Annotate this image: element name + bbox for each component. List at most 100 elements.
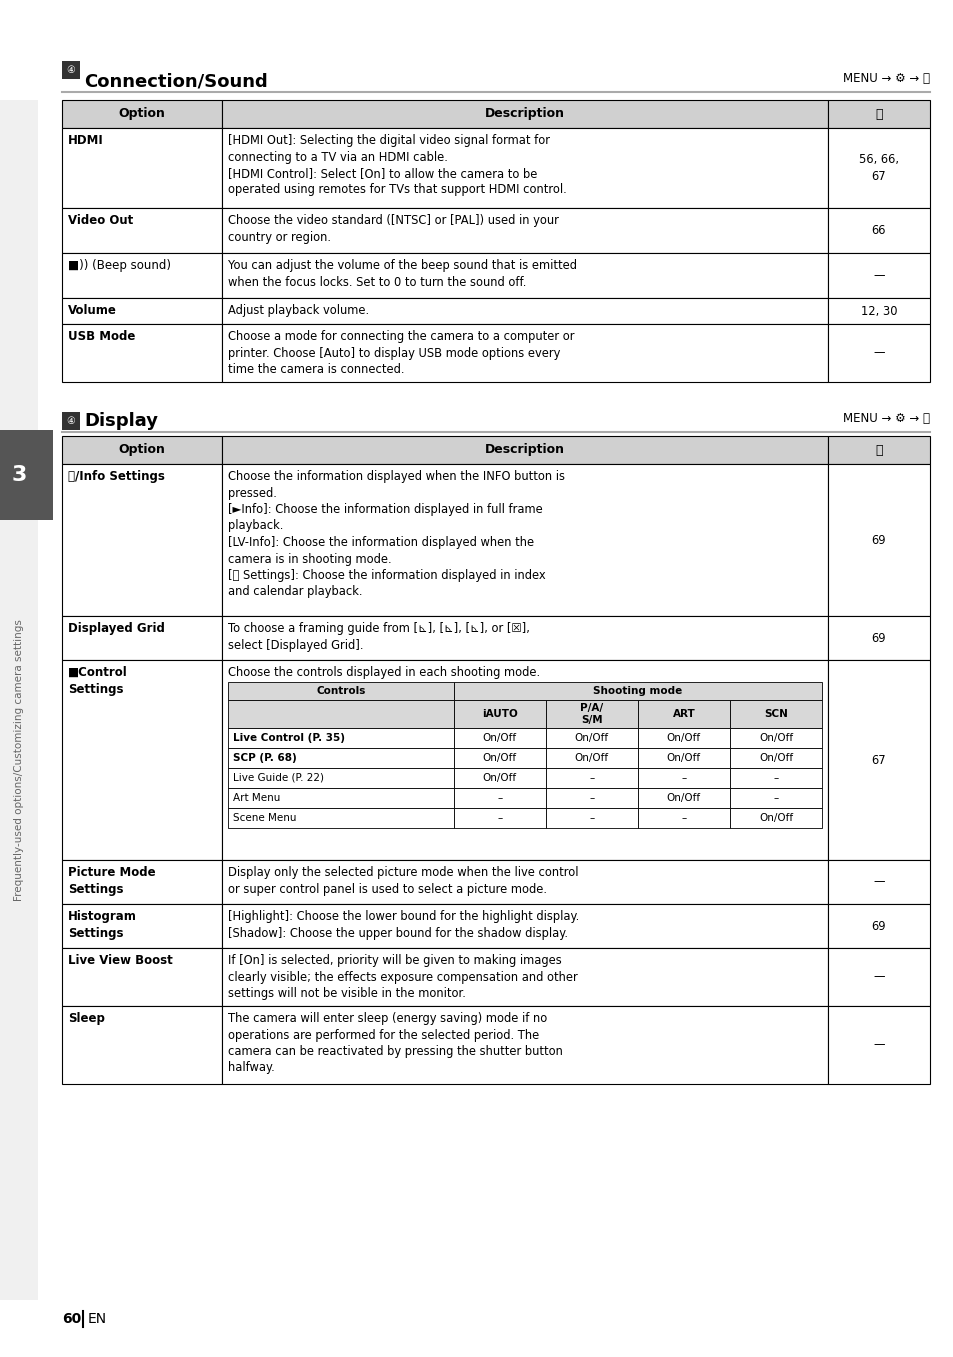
Bar — [545, 768, 638, 788]
Text: MENU → ⚙ → ⬛: MENU → ⚙ → ⬛ — [842, 413, 929, 425]
Text: Histogram
Settings: Histogram Settings — [68, 911, 136, 939]
Text: –: – — [589, 813, 594, 822]
Text: SCN: SCN — [763, 708, 787, 719]
Bar — [228, 700, 454, 727]
Bar — [222, 860, 827, 904]
Bar — [729, 788, 821, 807]
Text: On/Off: On/Off — [574, 753, 608, 763]
Bar — [62, 413, 80, 430]
Bar — [827, 904, 929, 949]
Text: On/Off: On/Off — [482, 773, 517, 783]
Text: —: — — [872, 1038, 883, 1052]
Text: —: — — [872, 970, 883, 984]
Text: ④: ④ — [67, 417, 75, 426]
Text: Description: Description — [484, 107, 564, 121]
Bar — [0, 430, 53, 520]
Bar — [545, 700, 638, 727]
Bar — [827, 100, 929, 128]
Text: Displayed Grid: Displayed Grid — [68, 622, 165, 635]
Bar — [222, 436, 827, 464]
Text: HDMI: HDMI — [68, 134, 104, 147]
Text: Choose a mode for connecting the camera to a computer or
printer. Choose [Auto] : Choose a mode for connecting the camera … — [228, 330, 574, 376]
Bar — [62, 299, 222, 324]
Text: 69: 69 — [871, 631, 885, 645]
Text: 56, 66,
67: 56, 66, 67 — [858, 153, 898, 182]
Text: –: – — [773, 773, 778, 783]
Text: –: – — [589, 773, 594, 783]
Bar — [729, 807, 821, 828]
Text: 69: 69 — [871, 533, 885, 547]
Bar — [228, 788, 454, 807]
Text: [HDMI Out]: Selecting the digital video signal format for
connecting to a TV via: [HDMI Out]: Selecting the digital video … — [228, 134, 566, 197]
Text: 60: 60 — [62, 1312, 81, 1326]
Text: ART: ART — [672, 708, 695, 719]
Text: 📖: 📖 — [874, 107, 882, 121]
Text: Frequently-used options/Customizing camera settings: Frequently-used options/Customizing came… — [14, 619, 24, 901]
Text: The camera will enter sleep (energy saving) mode if no
operations are performed : The camera will enter sleep (energy savi… — [228, 1012, 562, 1075]
Bar — [545, 807, 638, 828]
Bar — [638, 727, 729, 748]
Text: On/Off: On/Off — [482, 753, 517, 763]
Bar — [222, 904, 827, 949]
Text: ④: ④ — [67, 65, 75, 75]
Text: —: — — [872, 346, 883, 360]
Bar — [0, 100, 38, 1300]
Bar — [638, 788, 729, 807]
Bar — [62, 61, 80, 79]
Text: On/Off: On/Off — [758, 733, 792, 744]
Bar — [454, 727, 545, 748]
Text: [Highlight]: Choose the lower bound for the highlight display.
[Shadow]: Choose : [Highlight]: Choose the lower bound for … — [228, 911, 578, 939]
Text: Picture Mode
Settings: Picture Mode Settings — [68, 866, 155, 896]
Bar — [729, 768, 821, 788]
Text: —: — — [872, 875, 883, 889]
Text: ■Control
Settings: ■Control Settings — [68, 666, 128, 696]
Text: On/Off: On/Off — [666, 733, 700, 744]
Text: On/Off: On/Off — [666, 753, 700, 763]
Text: ■)) (Beep sound): ■)) (Beep sound) — [68, 259, 171, 271]
Text: Choose the video standard ([NTSC] or [PAL]) used in your
country or region.: Choose the video standard ([NTSC] or [PA… — [228, 214, 558, 243]
Text: 67: 67 — [871, 753, 885, 767]
Text: —: — — [872, 269, 883, 282]
Bar — [545, 727, 638, 748]
Bar — [62, 1006, 222, 1084]
Text: Choose the controls displayed in each shooting mode.: Choose the controls displayed in each sh… — [228, 666, 539, 678]
Bar — [62, 616, 222, 660]
Text: Sleep: Sleep — [68, 1012, 105, 1025]
Bar — [827, 324, 929, 383]
Bar — [222, 128, 827, 208]
Text: Shooting mode: Shooting mode — [593, 687, 681, 696]
Bar — [729, 700, 821, 727]
Text: –: – — [497, 792, 502, 803]
Bar — [62, 100, 222, 128]
Text: On/Off: On/Off — [666, 792, 700, 803]
Bar — [222, 324, 827, 383]
Bar — [454, 748, 545, 768]
Bar — [228, 727, 454, 748]
Bar — [62, 660, 222, 860]
Bar — [222, 1006, 827, 1084]
Text: 12, 30: 12, 30 — [860, 304, 897, 318]
Bar — [638, 807, 729, 828]
Bar — [827, 128, 929, 208]
Text: Choose the information displayed when the INFO button is
pressed.
[►Info]: Choos: Choose the information displayed when th… — [228, 470, 564, 598]
Text: –: – — [680, 773, 686, 783]
Text: iAUTO: iAUTO — [481, 708, 517, 719]
Bar — [222, 252, 827, 299]
Text: Art Menu: Art Menu — [233, 792, 280, 803]
Bar — [454, 788, 545, 807]
Text: P/A/
S/M: P/A/ S/M — [579, 703, 602, 725]
Text: –: – — [589, 792, 594, 803]
Text: If [On] is selected, priority will be given to making images
clearly visible; th: If [On] is selected, priority will be gi… — [228, 954, 578, 1000]
Text: On/Off: On/Off — [758, 813, 792, 822]
Bar — [222, 464, 827, 616]
Bar — [454, 807, 545, 828]
Text: Display only the selected picture mode when the live control
or super control pa: Display only the selected picture mode w… — [228, 866, 578, 896]
Text: Live Guide (P. 22): Live Guide (P. 22) — [233, 773, 324, 783]
Bar — [228, 683, 454, 700]
Bar — [827, 949, 929, 1006]
Text: 3: 3 — [11, 465, 27, 484]
Bar — [62, 208, 222, 252]
Text: 66: 66 — [871, 224, 885, 237]
Bar — [62, 860, 222, 904]
Text: On/Off: On/Off — [574, 733, 608, 744]
